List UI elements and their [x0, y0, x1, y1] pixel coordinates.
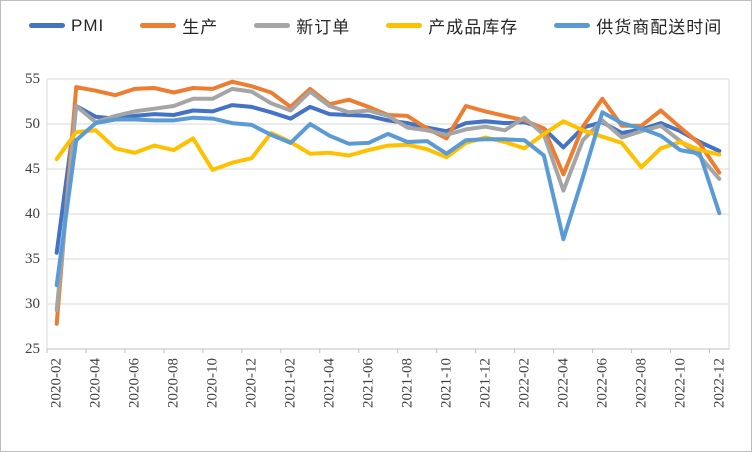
- legend-line-swatch: [386, 23, 423, 28]
- y-tick-label: 50: [25, 116, 40, 132]
- x-tick-label: 2021-12: [477, 358, 493, 408]
- y-tick-label: 45: [25, 161, 40, 177]
- y-tick-label: 40: [25, 206, 40, 222]
- y-tick-label: 30: [25, 296, 40, 312]
- x-tick-label: 2022-10: [672, 358, 688, 408]
- chart-legend: PMI 生产 新订单 产成品库存 供货商配送时间: [29, 13, 743, 38]
- legend-item-供货商配送时间: 供货商配送时间: [554, 13, 722, 38]
- y-tick-label: 25: [25, 341, 40, 357]
- series-line-供货商配送时间: [54, 110, 722, 288]
- x-tick-label: 2020-08: [166, 358, 182, 408]
- legend-label: PMI: [71, 15, 105, 35]
- y-tick-label: 35: [25, 251, 40, 267]
- x-tick-label: 2020-12: [244, 358, 260, 408]
- x-tick-label: 2022-06: [594, 358, 610, 408]
- series-line-PMI: [54, 103, 722, 255]
- x-tick-label: 2020-10: [205, 358, 221, 408]
- x-tick-label: 2021-08: [399, 358, 415, 408]
- legend-item-PMI: PMI: [29, 16, 104, 36]
- legend-label: 供货商配送时间: [596, 18, 723, 37]
- x-tick-label: 2022-08: [633, 358, 649, 408]
- x-tick-label: 2022-02: [516, 358, 532, 408]
- legend-line-swatch: [554, 23, 591, 28]
- legend-item-产成品库存: 产成品库存: [386, 13, 518, 38]
- x-tick-label: 2021-10: [438, 358, 454, 408]
- series-line-产成品库存: [54, 119, 722, 172]
- legend-label: 新订单: [296, 18, 351, 37]
- x-tick-label: 2020-02: [49, 358, 65, 408]
- x-tick-label: 2021-02: [283, 358, 299, 408]
- legend-label: 生产: [182, 18, 219, 37]
- x-tick-label: 2021-04: [322, 358, 338, 408]
- y-tick-label: 55: [25, 71, 40, 87]
- legend-label: 产成品库存: [428, 18, 519, 37]
- x-tick-label: 2022-04: [555, 358, 571, 408]
- x-tick-label: 2020-04: [88, 358, 104, 408]
- x-tick-label: 2020-06: [127, 358, 143, 408]
- x-tick-label: 2021-06: [361, 358, 377, 408]
- legend-line-swatch: [254, 23, 291, 28]
- legend-item-新订单: 新订单: [254, 13, 350, 38]
- series-line-新订单: [54, 86, 722, 313]
- legend-line-swatch: [140, 23, 177, 28]
- x-tick-label: 2022-12: [711, 358, 727, 408]
- legend-line-swatch: [29, 23, 65, 28]
- legend-item-生产: 生产: [140, 13, 218, 38]
